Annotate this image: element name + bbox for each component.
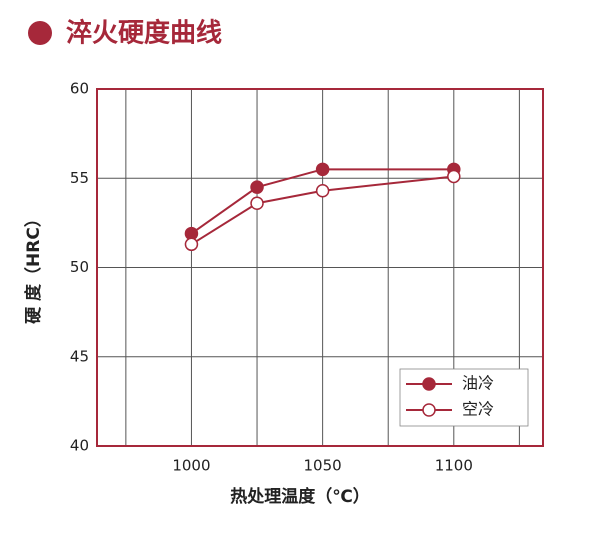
- plot-frame: [96, 88, 544, 447]
- x-tick-label: 1000: [172, 457, 210, 475]
- title-bullet: [28, 21, 52, 45]
- data-point: [447, 169, 461, 184]
- legend-marker: [422, 403, 436, 417]
- legend-box: [399, 368, 529, 427]
- y-tick-label: 60: [70, 80, 89, 98]
- x-tick-label: 1100: [435, 457, 473, 475]
- legend-label: 油冷: [462, 374, 494, 393]
- data-point: [184, 237, 199, 252]
- data-point: [315, 162, 330, 177]
- y-tick-label: 55: [70, 169, 89, 187]
- series-line: [190, 175, 454, 246]
- y-tick-label: 50: [70, 258, 89, 276]
- y-axis-label: 硬 度（HRC）: [23, 210, 44, 324]
- y-tick-label: 45: [70, 347, 89, 365]
- data-point: [250, 196, 264, 210]
- series-line: [190, 168, 454, 235]
- data-point: [250, 180, 264, 194]
- x-tick-label: 1050: [304, 457, 342, 475]
- data-point: [315, 183, 330, 198]
- legend-marker: [422, 377, 436, 391]
- legend-label: 空冷: [462, 400, 494, 419]
- y-tick-label: 40: [70, 437, 89, 455]
- x-axis-label: 热处理温度（℃）: [230, 486, 370, 507]
- chart-title: 淬火硬度曲线: [66, 18, 222, 49]
